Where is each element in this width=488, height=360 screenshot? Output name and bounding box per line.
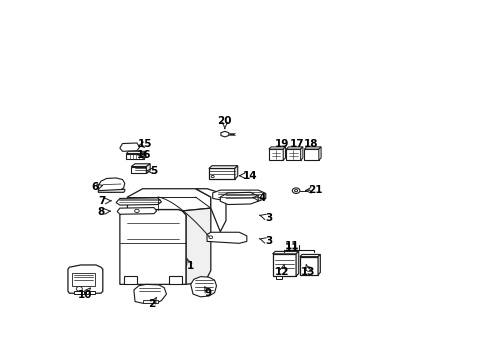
Text: 6: 6 [91, 183, 99, 192]
Polygon shape [296, 251, 298, 276]
Text: 7: 7 [98, 196, 105, 206]
Circle shape [134, 209, 139, 212]
Polygon shape [318, 147, 321, 160]
Polygon shape [221, 131, 228, 137]
Polygon shape [285, 149, 300, 160]
Text: 10: 10 [77, 290, 92, 300]
Polygon shape [268, 149, 283, 160]
Polygon shape [126, 153, 143, 159]
Polygon shape [300, 147, 302, 160]
Text: 11: 11 [285, 243, 299, 253]
Polygon shape [131, 167, 146, 174]
Polygon shape [123, 276, 137, 284]
Polygon shape [208, 166, 237, 168]
Text: 13: 13 [300, 267, 315, 277]
Polygon shape [98, 178, 124, 192]
Polygon shape [126, 151, 146, 153]
Polygon shape [317, 255, 320, 275]
Text: 2: 2 [148, 299, 155, 309]
Polygon shape [272, 251, 298, 254]
Polygon shape [234, 166, 237, 179]
Polygon shape [304, 149, 318, 160]
Circle shape [76, 287, 82, 291]
Text: 11: 11 [285, 241, 299, 251]
Text: 9: 9 [204, 288, 211, 298]
Circle shape [211, 175, 214, 177]
Polygon shape [268, 147, 285, 149]
Polygon shape [146, 164, 150, 174]
Polygon shape [276, 276, 282, 279]
Polygon shape [190, 276, 216, 297]
Polygon shape [182, 208, 210, 284]
Text: 8: 8 [97, 207, 104, 217]
Text: 16: 16 [137, 150, 151, 159]
Circle shape [305, 267, 311, 271]
Text: 12: 12 [275, 267, 289, 277]
Polygon shape [304, 147, 321, 149]
Polygon shape [98, 189, 124, 192]
Polygon shape [116, 198, 161, 205]
Circle shape [294, 190, 297, 192]
Polygon shape [299, 255, 320, 257]
Polygon shape [272, 254, 296, 276]
Polygon shape [134, 284, 166, 303]
Text: 14: 14 [242, 171, 257, 181]
Polygon shape [142, 300, 158, 303]
Polygon shape [120, 210, 186, 284]
Text: 4: 4 [258, 193, 265, 203]
Text: 5: 5 [150, 166, 157, 176]
Polygon shape [285, 147, 302, 149]
Text: 18: 18 [304, 139, 318, 149]
Polygon shape [120, 143, 139, 151]
Text: 15: 15 [138, 139, 152, 149]
Polygon shape [283, 147, 285, 160]
Circle shape [208, 236, 212, 239]
Polygon shape [299, 257, 317, 275]
Text: 3: 3 [264, 213, 272, 223]
Polygon shape [68, 265, 102, 293]
Polygon shape [143, 151, 146, 159]
Polygon shape [117, 208, 156, 214]
Bar [72, 273, 95, 286]
Polygon shape [169, 276, 182, 284]
Text: 20: 20 [217, 116, 232, 126]
Text: 3: 3 [264, 237, 272, 246]
Text: 19: 19 [275, 139, 289, 149]
Text: 21: 21 [308, 185, 323, 195]
Polygon shape [74, 291, 84, 294]
Polygon shape [208, 168, 234, 179]
Polygon shape [195, 189, 225, 232]
Text: 1: 1 [186, 261, 193, 271]
Circle shape [292, 188, 299, 193]
Polygon shape [206, 232, 246, 243]
Polygon shape [85, 291, 95, 294]
Polygon shape [127, 189, 210, 211]
Text: 17: 17 [289, 139, 304, 149]
Polygon shape [131, 164, 150, 167]
Polygon shape [212, 190, 265, 201]
Polygon shape [220, 192, 258, 204]
